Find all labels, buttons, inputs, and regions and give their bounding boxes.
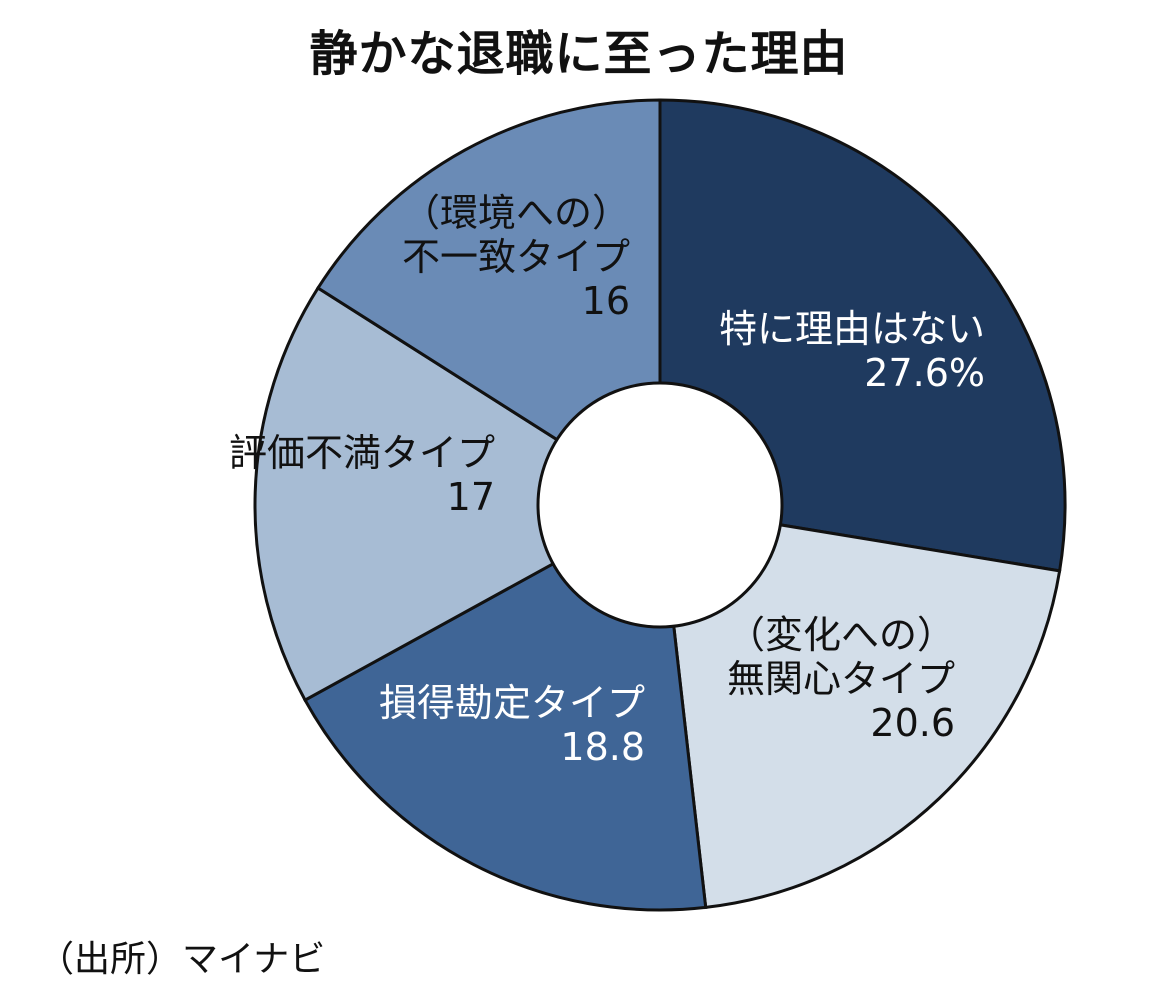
pie-slice-2 xyxy=(658,503,1062,910)
slice-value-label: 27.6% xyxy=(864,351,985,395)
slice-category-label: 特に理由はない xyxy=(719,307,985,351)
slice-category-label: （変化への） xyxy=(727,613,955,657)
pie-slice-5 xyxy=(315,98,662,508)
pie-slice-4 xyxy=(253,285,663,703)
slice-value-label: 20.6 xyxy=(870,701,955,745)
source-note: （出所）マイナビ xyxy=(38,939,326,980)
slice-category-label: （環境への） xyxy=(402,191,630,235)
slice-category-label: 無関心タイプ xyxy=(727,657,955,701)
slice-category-label: 損得勘定タイプ xyxy=(379,681,645,725)
slice-category-label: 不一致タイプ xyxy=(402,235,630,279)
chart-title: 静かな退職に至った理由 xyxy=(309,26,849,82)
slice-value-label: 16 xyxy=(582,279,630,323)
slice-value-label: 17 xyxy=(447,475,495,519)
slices-layer xyxy=(253,98,1067,912)
slice-value-label: 18.8 xyxy=(560,725,645,769)
slice-category-label: 評価不満タイプ xyxy=(229,431,495,475)
donut-hole xyxy=(536,381,784,629)
